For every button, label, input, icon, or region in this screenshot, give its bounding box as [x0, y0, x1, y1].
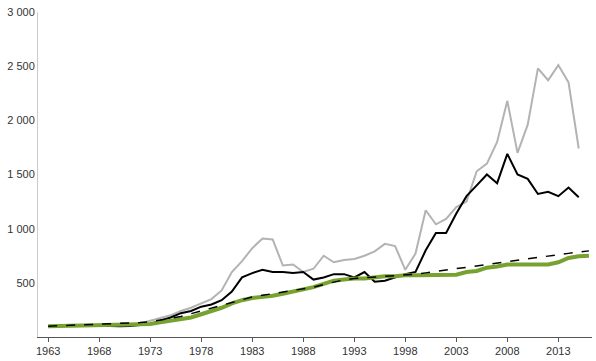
svg-text:2 500: 2 500 — [7, 60, 35, 72]
svg-text:1993: 1993 — [342, 345, 366, 357]
svg-text:2013: 2013 — [546, 345, 570, 357]
svg-text:2008: 2008 — [495, 345, 519, 357]
svg-text:2 000: 2 000 — [7, 114, 35, 126]
svg-text:1 000: 1 000 — [7, 223, 35, 235]
svg-text:1998: 1998 — [393, 345, 417, 357]
svg-text:2003: 2003 — [444, 345, 468, 357]
svg-text:1988: 1988 — [291, 345, 315, 357]
svg-text:1978: 1978 — [189, 345, 213, 357]
svg-text:1973: 1973 — [138, 345, 162, 357]
svg-text:1968: 1968 — [87, 345, 111, 357]
svg-text:1983: 1983 — [240, 345, 264, 357]
svg-text:1 500: 1 500 — [7, 168, 35, 180]
svg-text:1963: 1963 — [36, 345, 60, 357]
svg-text:500: 500 — [16, 277, 34, 289]
svg-text:3 000: 3 000 — [7, 6, 35, 18]
